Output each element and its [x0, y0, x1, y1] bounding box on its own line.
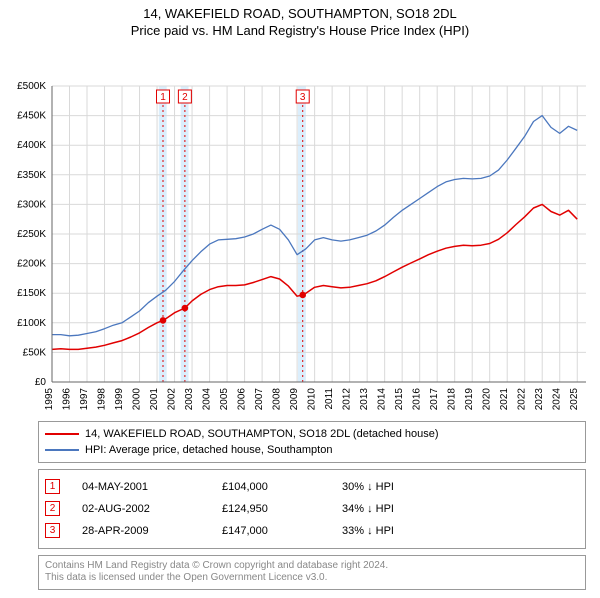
svg-text:2019: 2019 — [464, 387, 475, 410]
marker-number-box: 1 — [45, 479, 60, 494]
svg-text:2: 2 — [182, 92, 188, 103]
svg-text:2024: 2024 — [552, 387, 563, 410]
footer-line-2: This data is licensed under the Open Gov… — [45, 572, 579, 585]
chart-svg: 1 2 3 £0 £50K £100K £150K £200K £250K £300K £350K £… — [0, 42, 600, 412]
marker-price: £124,950 — [222, 503, 342, 515]
svg-text:2001: 2001 — [149, 387, 160, 410]
svg-text:2010: 2010 — [307, 387, 318, 410]
svg-text:2018: 2018 — [447, 387, 458, 410]
svg-text:2004: 2004 — [202, 387, 213, 410]
footer-attribution: Contains HM Land Registry data © Crown c… — [38, 555, 586, 590]
marker-price: £147,000 — [222, 525, 342, 537]
marker-number-box: 3 — [45, 523, 60, 538]
svg-text:2012: 2012 — [342, 387, 353, 410]
svg-text:£200K: £200K — [17, 258, 46, 269]
chart-title-2: Price paid vs. HM Land Registry's House … — [0, 23, 600, 42]
legend-row: 14, WAKEFIELD ROAD, SOUTHAMPTON, SO18 2D… — [45, 426, 579, 442]
svg-text:2011: 2011 — [324, 387, 335, 409]
footer-line-1: Contains HM Land Registry data © Crown c… — [45, 560, 579, 573]
svg-text:£300K: £300K — [17, 199, 46, 210]
svg-text:£400K: £400K — [17, 140, 46, 151]
marker-date: 04-MAY-2001 — [82, 481, 222, 493]
legend-label: 14, WAKEFIELD ROAD, SOUTHAMPTON, SO18 2D… — [85, 428, 439, 440]
legend-swatch — [45, 433, 79, 435]
svg-text:2000: 2000 — [132, 387, 143, 410]
svg-text:£50K: £50K — [23, 347, 47, 358]
svg-text:1996: 1996 — [62, 387, 73, 410]
svg-text:3: 3 — [300, 92, 306, 103]
svg-text:£500K: £500K — [17, 81, 46, 92]
marker-hpi: 33% ↓ HPI — [342, 525, 394, 537]
svg-text:2022: 2022 — [517, 387, 528, 410]
marker-date: 28-APR-2009 — [82, 525, 222, 537]
svg-text:2020: 2020 — [482, 387, 493, 410]
marker-row: 1 04-MAY-2001£104,00030% ↓ HPI — [45, 476, 579, 498]
legend: 14, WAKEFIELD ROAD, SOUTHAMPTON, SO18 2D… — [38, 421, 586, 463]
svg-text:£0: £0 — [35, 377, 47, 388]
svg-text:1997: 1997 — [79, 387, 90, 410]
marker-date: 02-AUG-2002 — [82, 503, 222, 515]
svg-text:1995: 1995 — [44, 387, 55, 410]
page: 14, WAKEFIELD ROAD, SOUTHAMPTON, SO18 2D… — [0, 0, 600, 590]
line-chart: 1 2 3 £0 £50K £100K £150K £200K £250K £300K £350K £… — [0, 42, 600, 417]
svg-text:2017: 2017 — [429, 387, 440, 410]
svg-text:2023: 2023 — [534, 387, 545, 410]
markers-panel: 1 04-MAY-2001£104,00030% ↓ HPI 2 02-AUG-200… — [38, 469, 586, 549]
svg-text:1998: 1998 — [97, 387, 108, 410]
svg-text:2009: 2009 — [289, 387, 300, 410]
svg-text:£100K: £100K — [17, 318, 46, 329]
svg-text:2021: 2021 — [499, 387, 510, 410]
svg-text:£450K: £450K — [17, 110, 46, 121]
svg-text:2005: 2005 — [219, 387, 230, 410]
marker-hpi: 30% ↓ HPI — [342, 481, 394, 493]
svg-text:2025: 2025 — [569, 387, 580, 410]
svg-text:2003: 2003 — [184, 387, 195, 410]
svg-text:2016: 2016 — [412, 387, 423, 410]
marker-row: 2 02-AUG-2002£124,95034% ↓ HPI — [45, 498, 579, 520]
marker-row: 3 28-APR-2009£147,00033% ↓ HPI — [45, 520, 579, 542]
svg-text:£350K: £350K — [17, 170, 46, 181]
svg-text:2008: 2008 — [272, 387, 283, 410]
svg-text:2013: 2013 — [359, 387, 370, 410]
svg-text:£150K: £150K — [17, 288, 46, 299]
svg-text:2002: 2002 — [167, 387, 178, 410]
svg-text:£250K: £250K — [17, 229, 46, 240]
marker-number-box: 2 — [45, 501, 60, 516]
marker-hpi: 34% ↓ HPI — [342, 503, 394, 515]
svg-text:2015: 2015 — [394, 387, 405, 410]
legend-row: HPI: Average price, detached house, Sout… — [45, 442, 579, 458]
svg-text:2007: 2007 — [254, 387, 265, 410]
chart-title-1: 14, WAKEFIELD ROAD, SOUTHAMPTON, SO18 2D… — [0, 0, 600, 23]
legend-label: HPI: Average price, detached house, Sout… — [85, 444, 332, 456]
marker-price: £104,000 — [222, 481, 342, 493]
legend-swatch — [45, 449, 79, 451]
svg-text:2006: 2006 — [237, 387, 248, 410]
svg-text:2014: 2014 — [377, 387, 388, 410]
svg-text:1999: 1999 — [114, 387, 125, 410]
svg-text:1: 1 — [160, 92, 166, 103]
